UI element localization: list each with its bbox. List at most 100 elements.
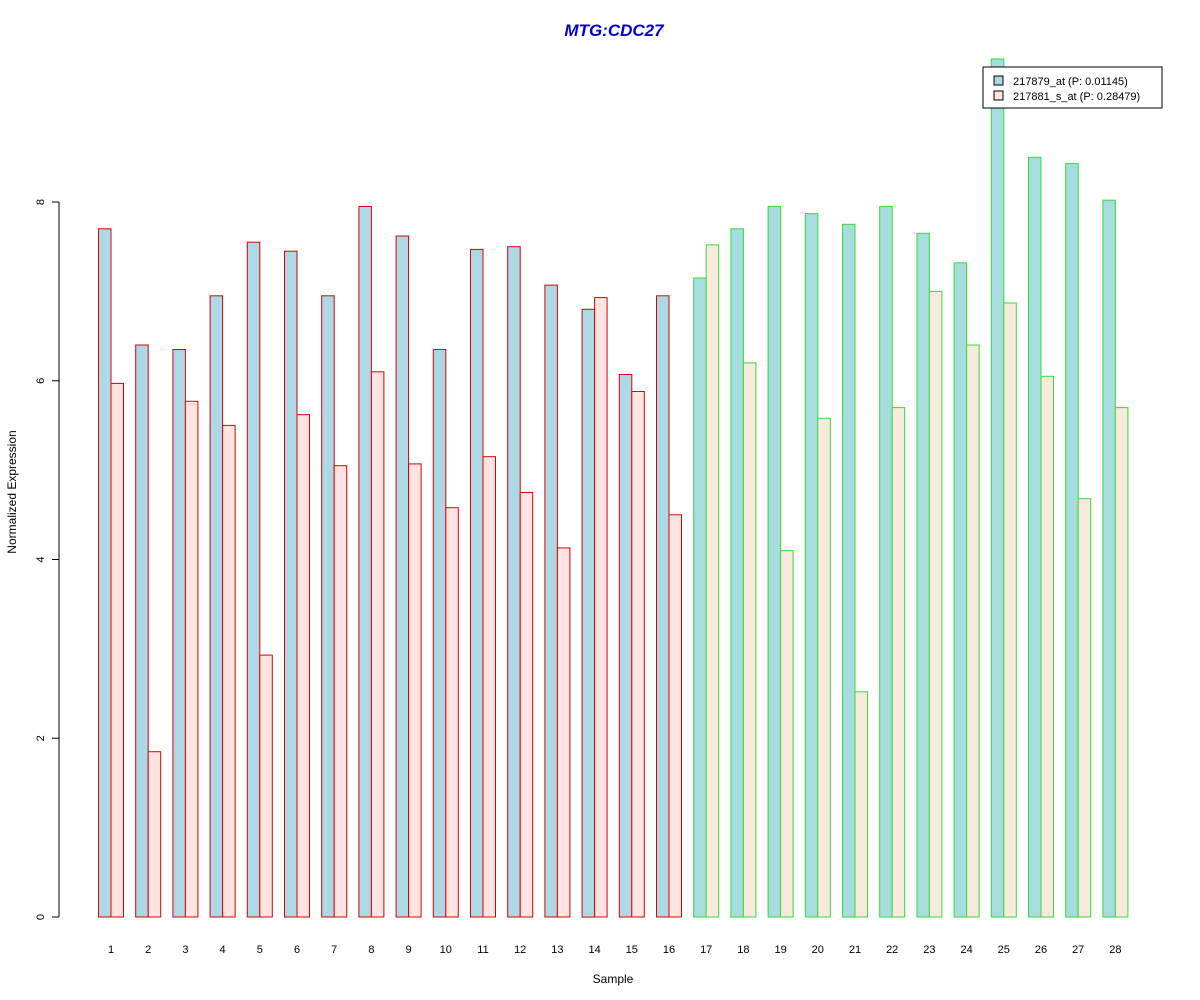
bar-series-1-sample-18: [730, 228, 744, 918]
bar-series-2-sample-9: [408, 463, 422, 918]
x-tick-label: 17: [700, 944, 712, 956]
x-tick-label: 8: [368, 944, 374, 956]
bar-series-2-sample-25: [1003, 302, 1017, 918]
x-tick-label: 10: [440, 944, 452, 956]
bar-series-1-sample-4: [209, 295, 224, 918]
bar-series-2-sample-18: [742, 362, 757, 918]
x-tick-label: 22: [886, 944, 898, 956]
bar-series-2-sample-4: [222, 424, 236, 918]
bar-series-1-sample-12: [507, 246, 521, 918]
bar-series-2-sample-13: [556, 547, 571, 918]
x-tick-label: 20: [812, 944, 824, 956]
y-tick-label: 8: [35, 199, 47, 205]
bar-series-2-sample-23: [928, 290, 943, 918]
bar-series-1-sample-23: [916, 232, 930, 918]
chart-title: MTG:CDC27: [564, 21, 665, 40]
bar-series-1-sample-25: [990, 58, 1005, 918]
bar-series-1-sample-28: [1102, 199, 1116, 918]
bar-series-2-sample-14: [594, 297, 608, 918]
bar-series-1-sample-9: [395, 235, 410, 918]
x-tick-label: 26: [1035, 944, 1047, 956]
bar-series-1-sample-27: [1065, 163, 1079, 918]
x-tick-label: 23: [923, 944, 935, 956]
x-tick-label: 11: [477, 944, 488, 956]
x-tick-label: 7: [331, 944, 337, 956]
bar-series-2-sample-21: [854, 691, 868, 918]
x-tick-label: 14: [588, 944, 600, 956]
legend-swatch-series-1: [993, 75, 1004, 86]
x-tick-label: 16: [663, 944, 675, 956]
y-tick-label: 2: [35, 735, 47, 741]
legend-label-series-1: 217879_at (P: 0.01145): [1013, 76, 1128, 88]
bar-series-2-sample-3: [184, 400, 199, 918]
bar-series-2-sample-11: [482, 456, 496, 918]
bar-series-1-sample-19: [767, 206, 782, 918]
x-tick-label: 27: [1072, 944, 1084, 956]
bar-series-1-sample-3: [172, 349, 186, 918]
x-tick-label: 28: [1109, 944, 1121, 956]
bar-series-1-sample-2: [135, 344, 149, 918]
y-tick-label: 6: [35, 378, 47, 384]
bar-series-2-sample-6: [296, 414, 310, 918]
bar-series-2-sample-2: [147, 751, 162, 918]
bar-series-1-sample-21: [842, 223, 856, 918]
bar-series-2-sample-26: [1040, 375, 1054, 918]
x-tick-label: 18: [737, 944, 749, 956]
bar-series-1-sample-10: [432, 349, 447, 918]
bar-series-1-sample-1: [98, 228, 112, 918]
bar-series-1-sample-17: [693, 277, 707, 918]
x-tick-label: 19: [774, 944, 786, 956]
y-tick-label: 0: [35, 914, 47, 920]
bar-series-1-sample-16: [656, 295, 670, 918]
bar-series-1-sample-26: [1028, 156, 1042, 918]
bar-series-1-sample-7: [321, 295, 335, 918]
x-tick-label: 2: [145, 944, 151, 956]
x-axis-label: Sample: [593, 972, 634, 986]
x-tick-label: 15: [626, 944, 638, 956]
bar-series-1-sample-5: [246, 241, 261, 918]
legend-box: [982, 66, 1163, 109]
bar-series-2-sample-1: [110, 382, 124, 918]
bar-series-2-sample-10: [445, 507, 459, 918]
bar-series-1-sample-24: [953, 262, 968, 918]
bar-series-1-sample-14: [581, 308, 596, 918]
x-tick-label: 6: [294, 944, 300, 956]
bars-layer: [98, 58, 1129, 918]
bar-series-2-sample-17: [705, 244, 720, 918]
bar-series-2-sample-7: [333, 465, 348, 918]
legend-label-series-2: 217881_s_at (P: 0.28479): [1013, 91, 1140, 103]
bar-series-1-sample-15: [618, 374, 633, 918]
bar-series-2-sample-28: [1114, 407, 1129, 918]
y-axis-label: Normalized Expression: [5, 430, 19, 553]
bar-series-2-sample-27: [1077, 498, 1092, 918]
bar-series-2-sample-24: [966, 344, 980, 918]
x-tick-labels: 1 2 3 4 5 6 7 8 9 10 11 12 13 14 15 16 17 18 19 20 21 22 23 24 2…: [108, 944, 1122, 956]
bar-series-1-sample-13: [544, 284, 558, 918]
bar-series-1-sample-8: [358, 206, 372, 918]
bar-series-1-sample-6: [284, 250, 298, 918]
x-tick-label: 24: [960, 944, 972, 956]
x-tick-label: 13: [551, 944, 563, 956]
bar-series-2-sample-12: [519, 492, 534, 918]
bar-series-2-sample-8: [370, 371, 385, 918]
bar-series-2-sample-20: [817, 417, 831, 918]
bar-series-1-sample-20: [804, 213, 819, 918]
bar-series-2-sample-15: [631, 391, 645, 918]
bar-series-2-sample-19: [780, 550, 794, 918]
x-tick-label: 1: [108, 944, 114, 956]
bar-series-1-sample-11: [470, 248, 484, 918]
bar-series-2-sample-22: [891, 407, 906, 918]
bar-series-2-sample-5: [259, 654, 273, 918]
x-tick-label: 12: [514, 944, 526, 956]
x-tick-label: 25: [998, 944, 1010, 956]
x-tick-label: 5: [257, 944, 263, 956]
legend-swatch-series-2: [993, 90, 1004, 101]
bar-series-1-sample-22: [879, 206, 893, 918]
x-tick-label: 3: [182, 944, 188, 956]
y-tick-label: 4: [35, 556, 47, 562]
legend: 217879_at (P: 0.01145) 217881_s_at (P: 0…: [982, 66, 1163, 109]
bar-series-2-sample-16: [668, 514, 682, 918]
y-axis: 0 2 4 6 8: [35, 199, 60, 920]
